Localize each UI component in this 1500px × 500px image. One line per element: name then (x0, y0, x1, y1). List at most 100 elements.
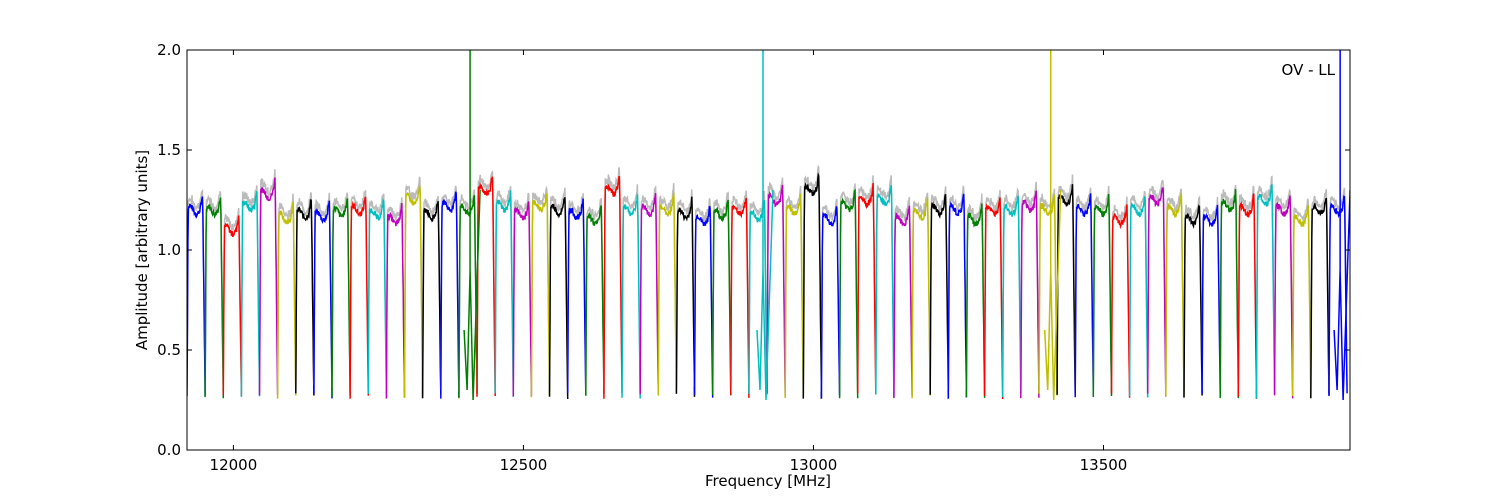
channel-trace (222, 215, 243, 396)
channel-trace (1273, 195, 1294, 399)
channel-trace (711, 199, 732, 396)
channel-trace (1291, 204, 1312, 398)
x-tick-label: 12000 (210, 456, 258, 474)
background-trace (1219, 184, 1240, 394)
channel-trace (476, 176, 496, 397)
channel-trace (1219, 189, 1240, 399)
channel-trace (1001, 195, 1022, 398)
channel-trace (240, 191, 261, 397)
channel-trace (1074, 193, 1095, 398)
channel-trace (820, 206, 841, 399)
background-trace (711, 191, 732, 391)
background-trace (1183, 195, 1203, 392)
channel-trace (675, 196, 696, 397)
channel-trace (403, 186, 424, 399)
channel-trace (875, 185, 895, 399)
background-trace (585, 198, 605, 390)
y-tick-label: 1.0 (157, 241, 181, 259)
x-axis-ticks: 12000 12500 13000 13500 (210, 50, 1127, 474)
channel-trace (1128, 196, 1149, 398)
background-trace (929, 186, 950, 391)
channel-trace (1201, 204, 1221, 394)
channel-trace (313, 200, 333, 399)
channel-trace (983, 197, 1004, 400)
background-trace (1001, 187, 1022, 388)
channel-trace (585, 205, 605, 396)
channel-trace (258, 177, 279, 396)
plot-annotation: OV - LL (1282, 61, 1336, 79)
channel-trace (748, 200, 768, 395)
background-trace (240, 185, 261, 393)
channel-trace (730, 197, 750, 398)
background-trace (440, 185, 460, 392)
channel-trace (1092, 194, 1113, 397)
channel-trace (1146, 186, 1167, 397)
channel-trace (947, 193, 968, 399)
x-tick-label: 13000 (790, 456, 838, 474)
background-trace (187, 188, 206, 392)
x-axis-label: Frequency [MHz] (705, 472, 831, 490)
background-trace (820, 198, 841, 393)
background-trace (947, 185, 968, 392)
channel-trace (1020, 190, 1040, 399)
channel-trace (1110, 204, 1131, 398)
channel-trace (838, 188, 859, 399)
y-axis-ticks: 0.0 0.5 1.0 1.5 2.0 (157, 41, 1350, 459)
channel-trace (1038, 194, 1058, 396)
background-trace (295, 192, 315, 388)
spike-noise (1043, 189, 1062, 401)
channel-trace (1310, 197, 1330, 399)
channel-trace (204, 197, 225, 399)
background-trace (693, 198, 714, 392)
spike-lines (463, 50, 1350, 401)
channel-trace (621, 194, 641, 399)
background-trace (766, 177, 786, 390)
spike-noise (1333, 189, 1350, 401)
background-trace (331, 192, 351, 391)
background-trace (1328, 187, 1348, 390)
channel-trace (1237, 193, 1258, 399)
background-trace (1273, 188, 1294, 391)
background-trace (1074, 187, 1095, 393)
channel-trace (1165, 193, 1185, 397)
channel-trace (187, 196, 206, 397)
channel-trace (530, 193, 551, 398)
background-trace (349, 190, 370, 394)
channel-trace (349, 196, 370, 399)
channel-trace (421, 201, 442, 399)
spike-noise (756, 189, 774, 401)
series-traces (187, 164, 1348, 400)
channel-trace (929, 193, 950, 399)
channel-trace (893, 205, 913, 398)
background-trace (657, 183, 678, 392)
spike-noise (463, 189, 481, 401)
channel-trace (802, 172, 823, 399)
background-trace (458, 189, 478, 392)
channel-trace (512, 201, 533, 397)
background-trace (512, 192, 533, 388)
channel-trace (458, 195, 478, 399)
channel-trace (440, 191, 460, 399)
channel-trace (276, 201, 297, 399)
background-trace (1128, 190, 1149, 393)
y-tick-label: 2.0 (157, 41, 181, 59)
background-trace (1146, 179, 1167, 390)
background-trace (1255, 175, 1276, 390)
background-trace (1310, 188, 1330, 394)
channel-trace (367, 198, 388, 394)
channel-trace (911, 197, 931, 399)
background-trace (1056, 174, 1076, 389)
channel-trace (965, 203, 986, 398)
channel-trace (1328, 195, 1348, 397)
background-trace (1038, 188, 1058, 390)
channel-trace (639, 193, 660, 395)
background-trace (911, 192, 931, 393)
background-trace (875, 175, 895, 389)
channel-trace (331, 198, 351, 398)
y-tick-label: 0.0 (157, 441, 181, 459)
background-trace (313, 192, 333, 391)
background-trace (367, 193, 388, 385)
background-trace (222, 208, 243, 391)
channel-trace (1255, 184, 1276, 399)
background-trace (421, 196, 442, 393)
